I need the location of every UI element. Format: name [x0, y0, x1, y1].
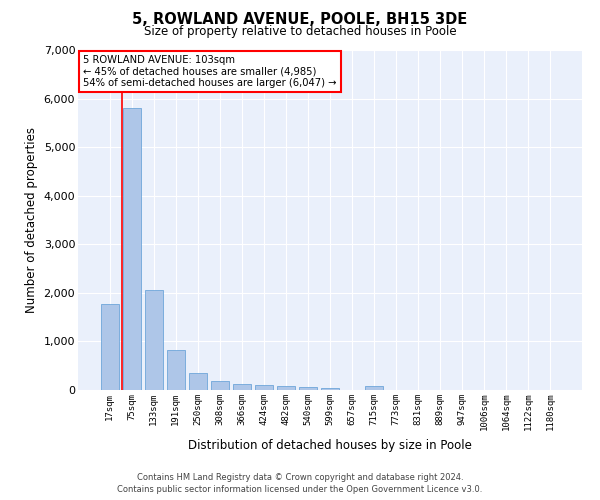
Bar [101, 304, 119, 390]
Bar [145, 290, 163, 390]
Bar [299, 386, 317, 390]
Text: Size of property relative to detached houses in Poole: Size of property relative to detached ho… [143, 25, 457, 38]
Text: 5 ROWLAND AVENUE: 103sqm
← 45% of detached houses are smaller (4,985)
54% of sem: 5 ROWLAND AVENUE: 103sqm ← 45% of detach… [83, 55, 337, 88]
Bar [211, 381, 229, 390]
Bar [277, 386, 295, 390]
Bar [365, 386, 383, 390]
Bar [255, 386, 273, 390]
Bar [233, 384, 251, 390]
Bar [167, 350, 185, 390]
Text: 5, ROWLAND AVENUE, POOLE, BH15 3DE: 5, ROWLAND AVENUE, POOLE, BH15 3DE [133, 12, 467, 28]
Y-axis label: Number of detached properties: Number of detached properties [25, 127, 38, 313]
Text: Contains HM Land Registry data © Crown copyright and database right 2024.
Contai: Contains HM Land Registry data © Crown c… [118, 472, 482, 494]
Bar [123, 108, 140, 390]
X-axis label: Distribution of detached houses by size in Poole: Distribution of detached houses by size … [188, 438, 472, 452]
Bar [321, 388, 339, 390]
Bar [189, 374, 206, 390]
